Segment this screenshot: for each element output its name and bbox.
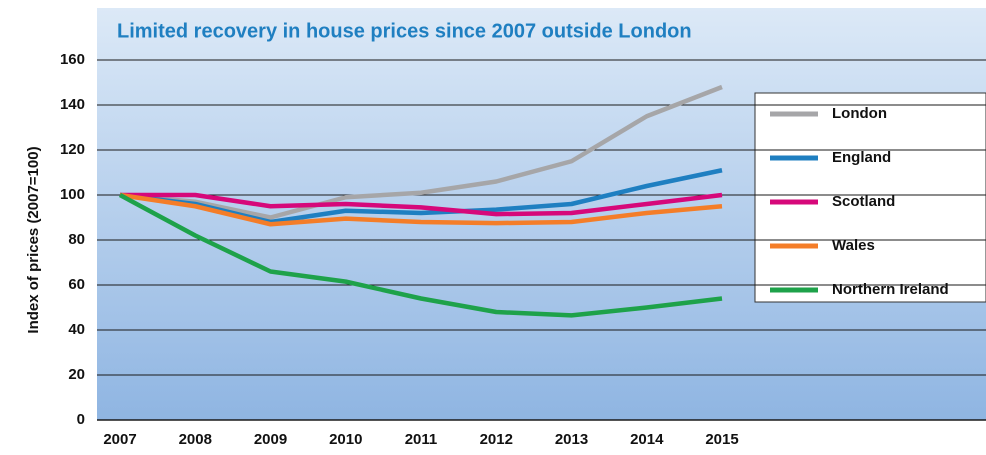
legend-label: Northern Ireland: [832, 281, 949, 298]
series-line: [119, 84, 723, 220]
x-tick-label: 2011: [405, 431, 438, 448]
x-tick-label: 2007: [103, 431, 136, 448]
legend-label: Scotland: [832, 193, 895, 210]
x-tick-label: 2010: [329, 431, 362, 448]
x-tick-label: 2013: [555, 431, 588, 448]
series-line: [120, 192, 723, 217]
series-line: [119, 192, 723, 227]
series-line: [118, 193, 723, 318]
y-tick-label: 140: [60, 96, 85, 113]
y-tick-label: 0: [77, 411, 85, 428]
legend: [754, 92, 986, 303]
legend-label: Wales: [832, 237, 875, 254]
x-tick-label: 2008: [179, 431, 212, 448]
y-tick-label: 20: [68, 366, 85, 383]
y-tick-label: 160: [60, 51, 85, 68]
chart-title: Limited recovery in house prices since 2…: [117, 20, 692, 42]
y-tick-label: 60: [68, 276, 85, 293]
x-tick-label: 2012: [480, 431, 513, 448]
x-tick-label: 2015: [705, 431, 738, 448]
y-tick-label: 100: [60, 186, 85, 203]
legend-label: London: [832, 105, 887, 122]
x-tick-label: 2014: [630, 431, 664, 448]
y-tick-label: 120: [60, 141, 85, 158]
y-tick-label: 80: [68, 231, 85, 248]
y-tick-label: 40: [68, 321, 85, 338]
legend-label: England: [832, 149, 891, 166]
x-tick-label: 2009: [254, 431, 287, 448]
y-axis-label: Index of prices (2007=100): [25, 146, 42, 333]
